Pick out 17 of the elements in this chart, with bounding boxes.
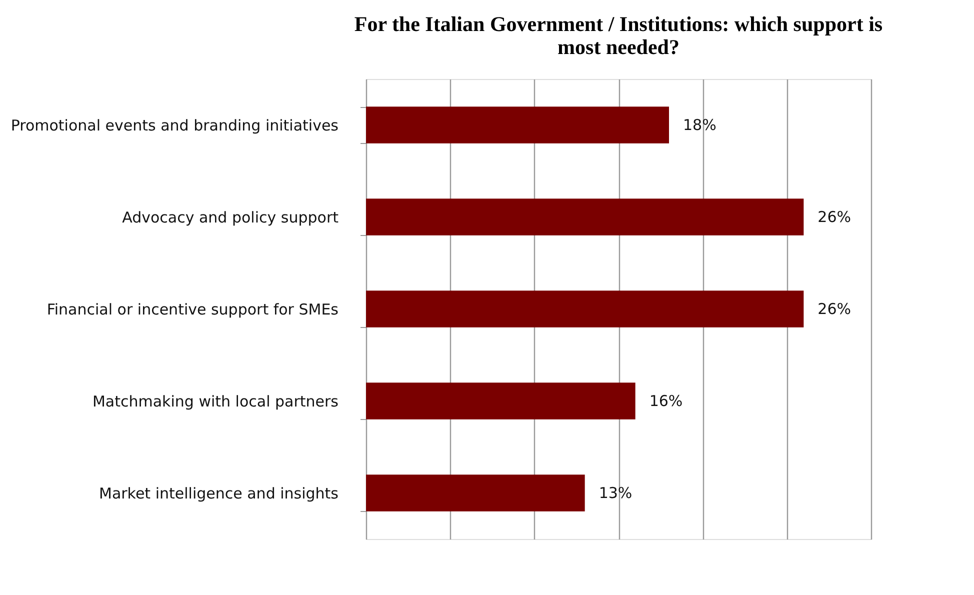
text: For the Italian Government / Institutions: which support is [354, 12, 883, 36]
data-label: 26% [818, 300, 852, 318]
y-tick-label: Financial or incentive support for SMEs [46, 300, 339, 318]
data-label: 18% [683, 116, 716, 134]
bar [366, 198, 804, 236]
data-label: 26% [818, 208, 852, 226]
bar [366, 106, 669, 144]
bar [366, 382, 636, 420]
y-tick-label: Promotional events and branding initiatives [10, 116, 339, 134]
bar [366, 474, 585, 512]
y-tick-label: Matchmaking with local partners [92, 392, 339, 410]
y-tick-label: Market intelligence and insights [99, 484, 339, 502]
data-label: 16% [649, 392, 683, 410]
text: most needed? [558, 35, 680, 59]
y-tick-label: Advocacy and policy support [122, 208, 339, 226]
data-label: 13% [598, 484, 632, 502]
bar [366, 290, 804, 328]
